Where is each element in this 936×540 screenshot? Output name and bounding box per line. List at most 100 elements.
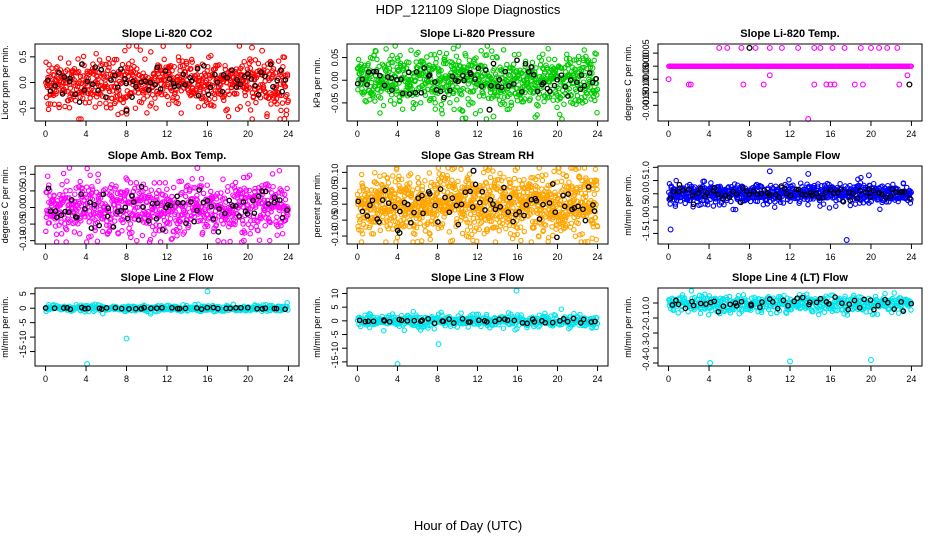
x-tick-label: 20 (866, 252, 876, 262)
data-point (214, 79, 221, 86)
figure-title: HDP_121109 Slope Diagnostics (375, 2, 561, 17)
data-point (572, 233, 579, 239)
x-tick-label: 16 (202, 129, 212, 139)
data-point (64, 178, 70, 184)
data-point (428, 52, 434, 58)
data-point (60, 170, 67, 177)
data-point (805, 201, 811, 208)
data-point (224, 188, 231, 194)
data-point (67, 96, 74, 103)
data-point (52, 82, 58, 89)
data-point (127, 180, 134, 186)
data-point (148, 49, 154, 55)
data-point (132, 105, 139, 111)
data-point (841, 44, 848, 51)
data-point (111, 56, 118, 63)
data-point (193, 93, 199, 99)
data-point (508, 102, 515, 109)
data-point (211, 103, 217, 109)
data-point (877, 206, 883, 213)
data-point (438, 101, 445, 108)
data-point (472, 110, 479, 117)
data-point (45, 77, 51, 84)
x-tick-label: 12 (472, 252, 482, 262)
y-tick-label: 0.5 (18, 51, 28, 64)
data-point (77, 94, 83, 100)
data-point (274, 232, 280, 238)
y-axis-label: ml/min per min. (0, 296, 10, 358)
data-point (222, 66, 229, 73)
data-point (229, 67, 235, 73)
data-point (518, 237, 524, 244)
data-point (268, 60, 275, 67)
data-point (77, 178, 83, 185)
data-point (215, 229, 222, 235)
data-point (456, 58, 462, 65)
data-point (76, 99, 83, 105)
data-point (189, 176, 195, 182)
data-point (77, 73, 84, 80)
data-point (868, 44, 874, 51)
data-point (865, 172, 872, 179)
data-point (48, 80, 54, 86)
x-tick-label: 4 (707, 129, 712, 139)
data-point (197, 86, 203, 93)
data-point (540, 51, 546, 57)
data-point (884, 44, 891, 51)
data-point (458, 166, 464, 173)
data-point (252, 86, 258, 92)
data-point (426, 170, 433, 176)
data-point (139, 232, 146, 239)
data-point (571, 226, 577, 233)
y-tick-label: 0.0 (641, 188, 651, 201)
data-point (477, 107, 484, 114)
y-tick-label: 0.05 (330, 180, 340, 198)
data-point (264, 113, 270, 120)
data-point (462, 115, 469, 121)
data-point (397, 62, 404, 69)
data-point (207, 188, 214, 195)
data-point (244, 78, 250, 85)
data-point (459, 108, 466, 114)
data-point (284, 91, 290, 98)
data-point (454, 97, 460, 103)
data-point (66, 105, 73, 111)
data-point (438, 67, 444, 74)
data-point (591, 191, 598, 197)
data-point (430, 64, 437, 70)
data-point (172, 89, 178, 95)
data-point (147, 79, 154, 86)
data-point (209, 71, 216, 78)
data-point (198, 175, 205, 182)
data-point (397, 97, 403, 104)
data-point (232, 179, 239, 186)
series-all (43, 165, 291, 245)
data-point (247, 231, 253, 237)
data-point (226, 91, 232, 98)
data-point (708, 180, 714, 186)
data-point (390, 173, 396, 179)
y-tick-label: -0.5 (641, 199, 651, 215)
data-point (259, 72, 266, 78)
x-tick-label: 8 (747, 252, 752, 262)
y-tick-label: 1.0 (641, 161, 651, 174)
data-point (56, 101, 62, 108)
data-point (377, 110, 383, 116)
data-point (72, 91, 78, 98)
data-point (415, 174, 421, 181)
x-tick-label: 16 (513, 252, 523, 262)
data-point (432, 65, 438, 71)
data-point (262, 222, 268, 229)
x-tick-label: 20 (243, 252, 253, 262)
data-point (60, 80, 66, 86)
data-point (454, 84, 460, 91)
data-point (82, 89, 88, 96)
data-point (393, 85, 400, 92)
data-point (174, 94, 180, 101)
data-point (591, 57, 597, 64)
x-tick-label: 20 (553, 129, 563, 139)
data-point (227, 238, 233, 245)
data-point (244, 70, 251, 77)
data-point (904, 72, 911, 79)
